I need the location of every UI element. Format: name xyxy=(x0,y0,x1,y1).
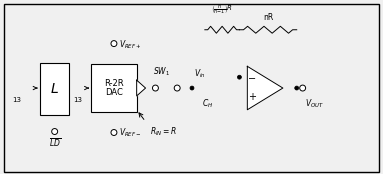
Text: $\left(\frac{n}{n{-}1}\right)\!R$: $\left(\frac{n}{n{-}1}\right)\!R$ xyxy=(211,3,233,16)
Polygon shape xyxy=(137,80,146,96)
Circle shape xyxy=(111,129,117,136)
Bar xyxy=(91,64,137,112)
Text: R-2R: R-2R xyxy=(104,79,124,88)
Bar xyxy=(40,63,69,115)
Polygon shape xyxy=(247,66,283,110)
Text: $V_{REF-}$: $V_{REF-}$ xyxy=(119,126,141,139)
Text: $V_{OUT}$: $V_{OUT}$ xyxy=(304,98,324,110)
Circle shape xyxy=(190,86,194,90)
Text: 13: 13 xyxy=(13,97,21,103)
Circle shape xyxy=(295,86,299,90)
Text: $\overline{LD}$: $\overline{LD}$ xyxy=(49,137,61,149)
Text: $R_{IN}=R$: $R_{IN}=R$ xyxy=(149,126,177,138)
Circle shape xyxy=(111,41,117,47)
Text: −: − xyxy=(248,74,256,84)
Text: $V_{in}$: $V_{in}$ xyxy=(194,68,206,80)
Text: $V_{REF+}$: $V_{REF+}$ xyxy=(119,38,141,51)
Text: DAC: DAC xyxy=(105,89,123,97)
Text: L: L xyxy=(51,82,59,96)
Text: $C_H$: $C_H$ xyxy=(202,98,213,110)
Text: $SW_1$: $SW_1$ xyxy=(154,66,171,78)
Circle shape xyxy=(300,85,306,91)
Circle shape xyxy=(174,85,180,91)
Circle shape xyxy=(52,129,57,135)
Text: +: + xyxy=(248,92,256,102)
Circle shape xyxy=(237,75,241,79)
Text: 13: 13 xyxy=(73,97,82,103)
Text: nR: nR xyxy=(263,13,273,22)
Circle shape xyxy=(152,85,159,91)
